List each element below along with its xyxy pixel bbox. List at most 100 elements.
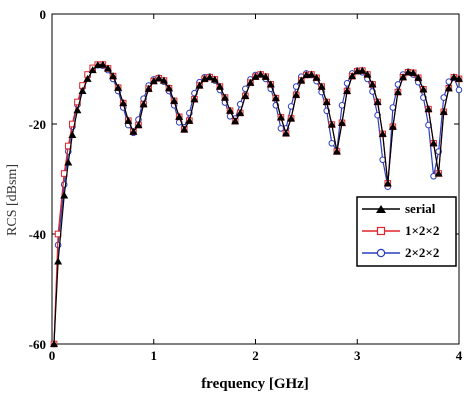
data-point-serial <box>134 121 143 129</box>
data-point-serial <box>297 76 306 84</box>
data-point-serial <box>114 83 123 91</box>
data-point-serial <box>373 98 382 105</box>
data-point-serial <box>210 75 219 83</box>
data-point-serial <box>241 91 250 99</box>
data-point-serial <box>180 125 189 133</box>
data-point-serial <box>195 81 204 89</box>
data-point-serial <box>287 114 296 122</box>
data-point-serial <box>414 73 423 81</box>
data-point-serial <box>159 76 168 84</box>
legend-marker-1x2x2 <box>376 226 386 236</box>
data-point-serial <box>236 109 245 116</box>
data-point-serial <box>307 70 316 78</box>
data-point-serial <box>378 129 387 137</box>
data-point-serial <box>434 169 443 177</box>
data-point-serial <box>185 116 194 124</box>
x-tick-label: 4 <box>456 348 463 363</box>
data-point-serial <box>165 84 174 92</box>
data-point-serial <box>88 66 97 74</box>
data-point-serial <box>251 72 260 80</box>
data-point-serial <box>444 84 453 92</box>
data-point-serial <box>358 66 367 74</box>
data-point-serial <box>119 99 128 107</box>
legend-label-1x2x2: 1×2×2 <box>405 223 439 238</box>
data-point-serial <box>64 158 73 166</box>
x-tick-label: 2 <box>252 348 259 363</box>
data-point-serial <box>393 88 402 96</box>
data-point-serial <box>282 129 291 137</box>
data-point-serial <box>256 70 265 78</box>
legend-label-2x2x2: 2×2×2 <box>405 245 439 260</box>
x-tick-label: 0 <box>49 348 56 363</box>
data-point-serial <box>271 94 280 102</box>
data-point-serial <box>276 113 285 121</box>
data-point-serial <box>404 68 413 76</box>
data-point-serial <box>246 78 255 86</box>
data-point-serial <box>129 127 138 135</box>
data-point-serial <box>54 257 63 265</box>
data-point-serial <box>190 95 199 103</box>
data-point-serial <box>332 147 341 155</box>
x-axis-label: frequency [GHz] <box>201 376 309 392</box>
data-point-serial <box>368 80 377 88</box>
tick-group: 0 1 2 3 4 0 -20 -40 -60 <box>29 7 463 363</box>
data-point-serial <box>322 98 331 105</box>
legend: serial 1×2×2 2×2×2 <box>356 196 457 267</box>
y-axis-label: RCS [dBsm] <box>5 164 20 236</box>
data-point-serial <box>215 82 224 90</box>
data-point-serial <box>439 107 448 115</box>
data-point-2x2x2 <box>455 86 463 94</box>
y-tick-label: -20 <box>29 117 46 132</box>
data-point-serial <box>419 85 428 93</box>
data-point-serial <box>103 64 112 72</box>
data-point-serial <box>312 73 321 81</box>
legend-label-serial: serial <box>405 201 436 216</box>
data-point-serial <box>424 105 433 113</box>
data-point-serial <box>348 72 357 80</box>
data-point-2x2x2 <box>328 139 336 147</box>
data-point-serial <box>317 82 326 90</box>
data-point-serial <box>327 120 336 128</box>
data-point-serial <box>73 106 82 114</box>
data-point-serial <box>68 131 77 138</box>
data-point-serial <box>449 73 458 81</box>
data-point-serial <box>399 73 408 81</box>
data-point-serial <box>98 60 107 68</box>
data-point-1x2x2 <box>74 98 81 106</box>
plot-area <box>51 13 460 345</box>
data-point-serial <box>429 139 438 147</box>
legend-marker-2x2x2 <box>376 248 386 258</box>
data-point-serial <box>343 87 352 94</box>
data-point-serial <box>220 93 229 101</box>
data-point-serial <box>60 191 69 199</box>
data-point-2x2x2 <box>440 94 448 101</box>
data-point-serial <box>78 87 87 94</box>
x-tick-label: 1 <box>151 348 158 363</box>
data-point-serial <box>231 117 240 125</box>
data-point-serial <box>383 179 392 187</box>
y-tick-label: -60 <box>29 337 46 352</box>
data-point-serial <box>149 77 158 85</box>
data-point-serial <box>175 112 184 120</box>
data-point-serial <box>154 74 163 82</box>
data-point-serial <box>388 122 397 130</box>
legend-marker-serial <box>376 205 386 213</box>
data-point-serial <box>139 100 148 108</box>
data-point-serial <box>261 72 270 80</box>
data-point-serial <box>266 80 275 88</box>
data-point-serial <box>337 118 346 126</box>
x-tick-label: 3 <box>354 348 361 363</box>
data-point-serial <box>455 74 463 82</box>
data-point-serial <box>292 90 301 98</box>
data-point-serial <box>226 106 235 114</box>
data-point-serial <box>109 72 118 80</box>
data-point-serial <box>205 73 214 81</box>
data-point-serial <box>50 340 59 347</box>
data-point-serial <box>83 74 92 82</box>
y-tick-label: 0 <box>40 7 47 22</box>
y-tick-label: -40 <box>29 227 46 242</box>
data-point-serial <box>170 96 179 104</box>
data-point-serial <box>124 116 133 124</box>
series-group <box>50 60 463 348</box>
